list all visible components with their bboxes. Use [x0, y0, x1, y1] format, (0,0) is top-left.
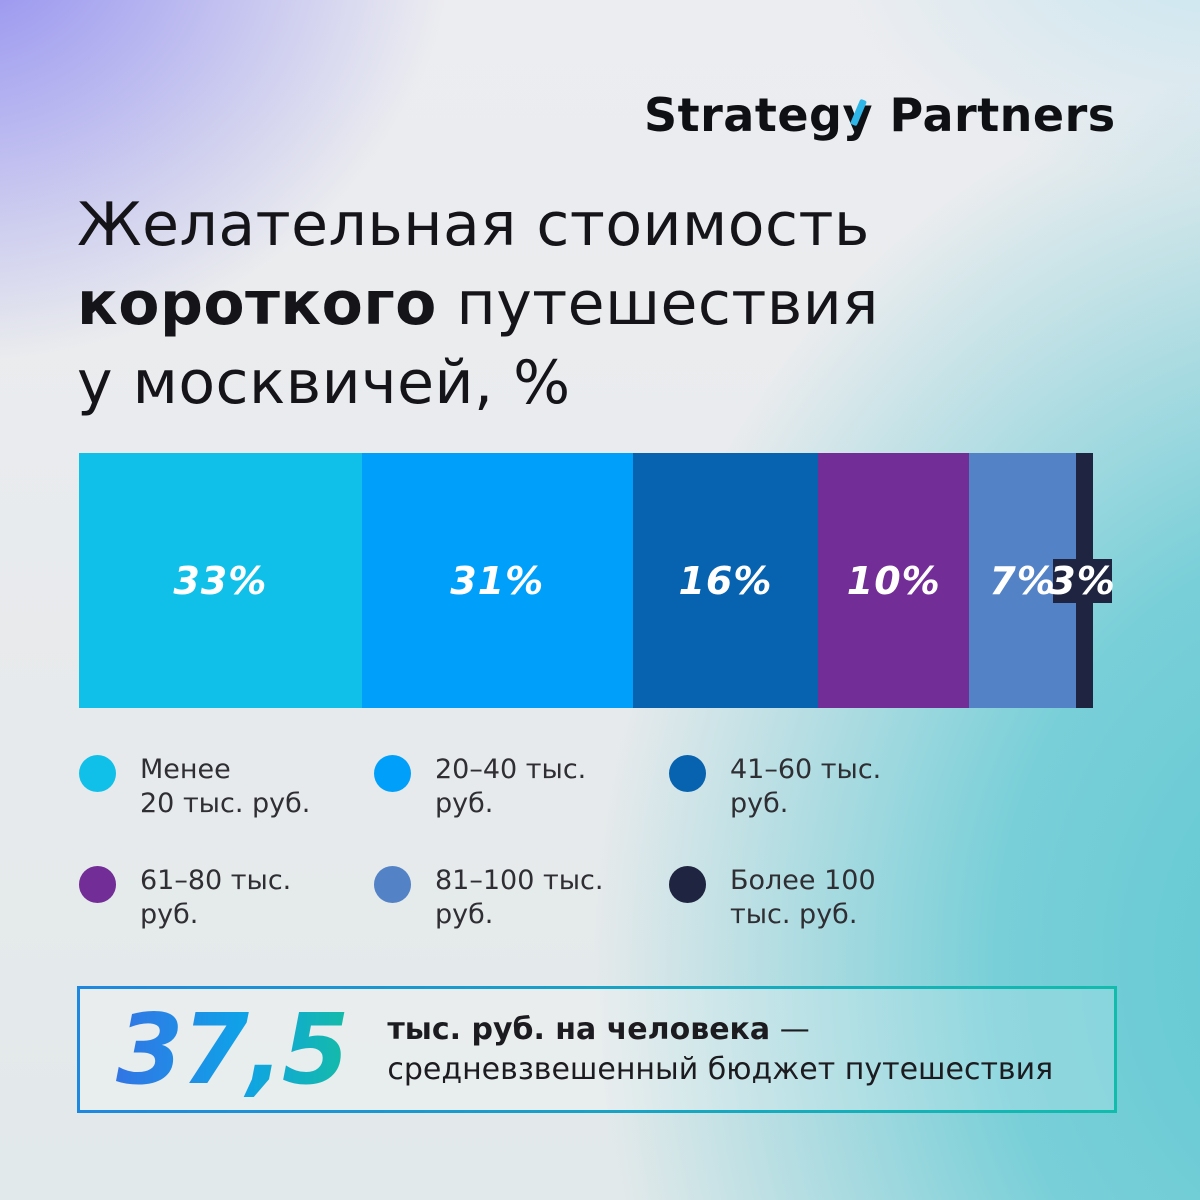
legend-label: Менее 20 тыс. руб. [140, 754, 311, 819]
legend-item-3: 41–60 тыс. руб. [669, 753, 881, 821]
legend-dot-icon [79, 866, 116, 903]
summary-label-bold: тыс. руб. на человека [387, 1011, 771, 1047]
chart-legend: Менее 20 тыс. руб. 20–40 тыс. руб. 41–60 т… [79, 753, 881, 932]
bar-segment-badge: 3% [1049, 558, 1115, 603]
summary-box: 37,5 тыс. руб. на человека — средневзвеше… [77, 986, 1117, 1113]
stacked-bar-chart: 33% 31% 16% 10% 7% 3% [79, 453, 1115, 708]
legend-label: Более 100 тыс. руб. [730, 865, 876, 930]
bar-segment-label: 31% [450, 558, 545, 603]
logo-text-strateg: Strateg [644, 88, 843, 142]
legend-item-1: Менее 20 тыс. руб. [79, 753, 374, 821]
page-title: Желательная стоимость короткого путешеств… [77, 186, 879, 423]
legend-dot-icon [669, 755, 706, 792]
bar-segment-2: 31% [361, 453, 633, 708]
legend-dot-icon [374, 866, 411, 903]
bar-segment-label: 3% [1049, 558, 1116, 603]
summary-value: 37,5 [116, 1001, 357, 1098]
legend-dot-icon [374, 755, 411, 792]
legend-label: 41–60 тыс. руб. [730, 754, 882, 819]
bar-segment-label: 10% [846, 558, 941, 603]
bar-segment-label: 16% [678, 558, 773, 603]
bar-segment-1: 33% [79, 453, 362, 708]
legend-dot-icon [79, 755, 116, 792]
legend-dot-icon [669, 866, 706, 903]
legend-label: 20–40 тыс. руб. [435, 754, 587, 819]
bar-segment-4: 10% [818, 453, 970, 708]
legend-item-2: 20–40 тыс. руб. [374, 753, 669, 821]
bar-segment-label: 7% [989, 558, 1056, 603]
summary-label-dash: — [770, 1011, 810, 1047]
legend-item-5: 81–100 тыс. руб. [374, 864, 669, 932]
logo-letter-y: y [842, 88, 873, 142]
title-line1: Желательная стоимость [77, 190, 870, 260]
logo-text-partners: Partners [872, 88, 1116, 142]
summary-text: тыс. руб. на человека — средневзвешенный … [387, 1010, 1053, 1090]
legend-label: 81–100 тыс. руб. [435, 865, 604, 930]
bar-segment-label: 33% [173, 558, 268, 603]
title-line2-rest: путешествия [436, 269, 879, 339]
legend-label: 61–80 тыс. руб. [140, 865, 292, 930]
bar-segment-3: 16% [632, 453, 819, 708]
legend-item-6: Более 100 тыс. руб. [669, 864, 881, 932]
summary-label-rest: средневзвешенный бюджет путешествия [387, 1051, 1054, 1087]
title-line2-bold: короткого [77, 269, 437, 339]
legend-item-4: 61–80 тыс. руб. [79, 864, 374, 932]
title-line3: у москвичей, % [77, 348, 571, 418]
logo: Strategy Partners [644, 88, 1116, 142]
